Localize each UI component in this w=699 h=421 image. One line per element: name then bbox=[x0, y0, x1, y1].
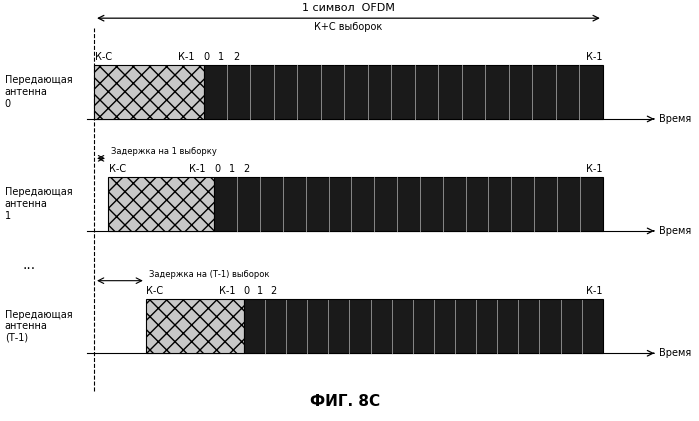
Text: 0: 0 bbox=[203, 52, 210, 62]
Text: 1: 1 bbox=[229, 164, 235, 174]
Text: Передающая
антенна
1: Передающая антенна 1 bbox=[5, 187, 73, 221]
Bar bbox=[145, 299, 244, 353]
Bar bbox=[108, 177, 215, 231]
Text: Задержка на (Т-1) выборок: Задержка на (Т-1) выборок bbox=[149, 269, 270, 279]
Text: 2: 2 bbox=[271, 286, 277, 296]
Text: К-1: К-1 bbox=[586, 164, 602, 174]
Bar bbox=[244, 299, 603, 353]
Text: ...: ... bbox=[22, 258, 36, 272]
Text: Передающая
антенна
0: Передающая антенна 0 bbox=[5, 75, 73, 109]
Text: 2: 2 bbox=[243, 164, 250, 174]
Text: 2: 2 bbox=[233, 52, 240, 62]
Bar bbox=[215, 177, 603, 231]
Text: К-С: К-С bbox=[146, 286, 164, 296]
Text: К-1: К-1 bbox=[189, 164, 206, 174]
Bar bbox=[94, 65, 203, 119]
Text: К+С выборок: К+С выборок bbox=[315, 22, 382, 32]
Text: 1 символ  OFDM: 1 символ OFDM bbox=[302, 3, 395, 13]
Text: К-1: К-1 bbox=[178, 52, 194, 62]
Text: 0: 0 bbox=[214, 164, 220, 174]
Text: К-С: К-С bbox=[95, 52, 112, 62]
Text: К-1: К-1 bbox=[219, 286, 235, 296]
Text: Время: Время bbox=[659, 348, 691, 358]
Text: Время: Время bbox=[659, 226, 691, 236]
Text: 1: 1 bbox=[257, 286, 264, 296]
Text: 1: 1 bbox=[218, 52, 224, 62]
Text: К-1: К-1 bbox=[586, 286, 602, 296]
Text: 0: 0 bbox=[244, 286, 250, 296]
Text: Время: Время bbox=[659, 114, 691, 124]
Text: ФИГ. 8С: ФИГ. 8С bbox=[310, 394, 380, 409]
Text: Передающая
антенна
(Т-1): Передающая антенна (Т-1) bbox=[5, 310, 73, 343]
Bar bbox=[203, 65, 603, 119]
Text: Задержка на 1 выборку: Задержка на 1 выборку bbox=[111, 147, 217, 156]
Text: К-1: К-1 bbox=[586, 52, 602, 62]
Text: К-С: К-С bbox=[108, 164, 126, 174]
